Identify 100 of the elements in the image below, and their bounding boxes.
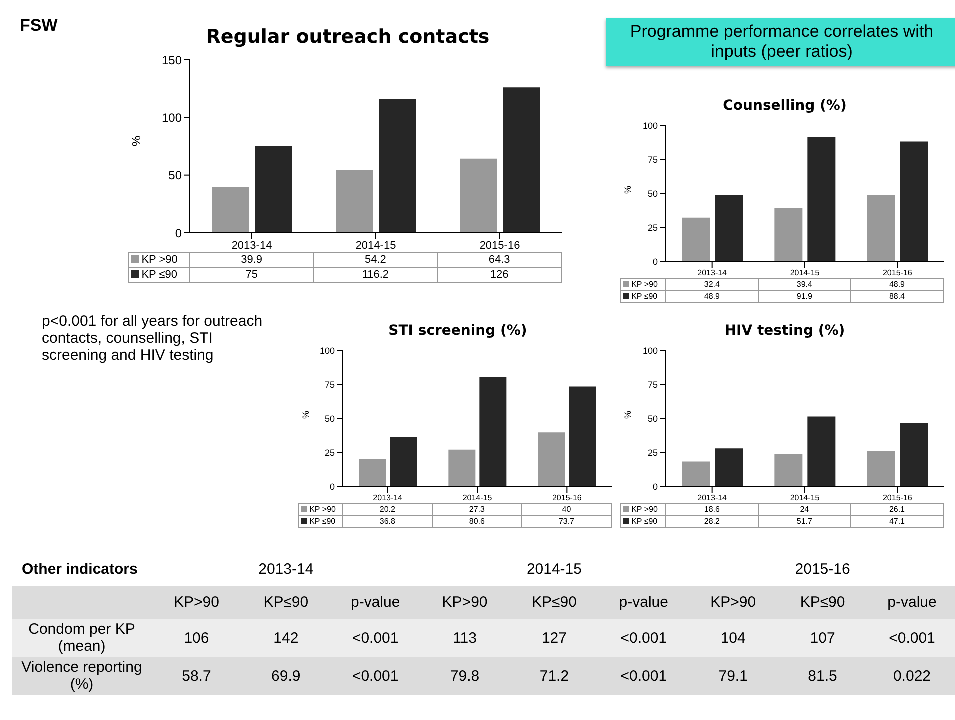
y-tick-label: 75: [648, 155, 658, 166]
text: 142: [274, 630, 299, 646]
legend-label: KP ≤90: [298, 516, 343, 528]
y-tick-label: 25: [648, 448, 658, 458]
x-tick-label: 2013-14: [232, 240, 272, 252]
bar: [808, 137, 836, 262]
x-tick-label: 2013-14: [373, 494, 404, 503]
text: <0.001: [352, 668, 399, 684]
x-tick-label: 2013-14: [698, 494, 728, 503]
x-tick-label: 2013-14: [698, 268, 728, 278]
text: Programme performance correlates with inputs (peer ratios): [606, 18, 955, 66]
bar: [715, 448, 743, 487]
y-tick-label: 100: [642, 121, 658, 132]
y-axis-title: %: [623, 186, 634, 194]
data-label: 26.1: [850, 504, 944, 516]
y-tick-label: 150: [162, 53, 182, 68]
x-tick-label: 2015-16: [882, 494, 913, 503]
y-tick-label: 100: [162, 110, 182, 125]
bar: [460, 158, 497, 233]
text: <0.001: [889, 630, 936, 646]
data-label: 20.2: [342, 504, 432, 516]
legend-label: KP ≤90: [620, 516, 666, 528]
y-tick-label: 75: [324, 380, 335, 390]
bar: [900, 422, 928, 487]
data-label: 28.2: [666, 516, 758, 528]
y-axis-title: %: [129, 136, 144, 146]
data-label: 39.4: [758, 278, 851, 290]
data-label: 18.6: [666, 504, 758, 516]
bar: [682, 462, 710, 487]
bar: [682, 218, 710, 262]
y-axis-title: %: [623, 410, 634, 419]
bar: [774, 454, 803, 487]
y-tick-label: 50: [648, 189, 658, 200]
bar: [379, 98, 416, 233]
bar: [808, 416, 836, 487]
y-tick-label: 25: [648, 223, 658, 234]
category-label: KP≤90: [262, 593, 310, 613]
text: 79.1: [718, 668, 748, 684]
text: Other indicators: [21, 560, 139, 580]
bar: [774, 208, 803, 262]
x-tick-label: 2015-16: [882, 268, 913, 278]
text: <0.001: [352, 630, 399, 646]
data-label: 51.7: [758, 516, 851, 528]
chart-title: Regular outreach contacts: [205, 26, 491, 48]
text: FSW: [20, 16, 58, 36]
data-label: 27.3: [432, 504, 522, 516]
category-label: KP≤90: [531, 593, 578, 613]
bar: [448, 450, 476, 487]
data-label: 48.9: [850, 278, 944, 290]
y-tick-label: 0: [175, 226, 182, 240]
data-label: 54.2: [314, 252, 438, 268]
text: 2015-16: [794, 560, 852, 580]
bar: [255, 146, 292, 233]
y-tick-label: 100: [642, 346, 658, 356]
text: 79.8: [450, 668, 480, 684]
y-tick-label: 0: [652, 257, 658, 268]
text: 0.022: [893, 668, 932, 684]
y-tick-label: 75: [648, 380, 658, 390]
text: 127: [542, 630, 567, 646]
text: 58.7: [182, 668, 212, 684]
bar: [900, 142, 928, 262]
bar: [336, 170, 373, 233]
category-label: Violence reporting (%): [22, 659, 142, 693]
text: 81.5: [808, 668, 838, 684]
x-tick-label: 2014-15: [790, 494, 820, 503]
data-label: 39.9: [190, 252, 314, 268]
text: 71.2: [540, 668, 570, 684]
data-label: 116.2: [314, 268, 438, 282]
text: <0.001: [620, 668, 668, 684]
y-tick-label: 100: [320, 346, 335, 356]
y-tick-label: 50: [168, 168, 182, 183]
text: p<0.001 for all years for outreach contacts, counselling, STI screening and HIV testing: [42, 313, 264, 364]
y-tick-label: 50: [648, 414, 658, 424]
legend-label: KP >90: [128, 252, 190, 268]
data-label: 126: [438, 268, 562, 282]
data-label: 40: [522, 504, 612, 516]
text: <0.001: [620, 630, 668, 646]
legend-label: KP ≤90: [620, 290, 666, 302]
category-label: p-value: [886, 593, 938, 613]
x-tick-label: 2014-15: [462, 494, 493, 503]
bar: [503, 88, 540, 233]
data-label: 80.6: [432, 516, 522, 528]
x-tick-label: 2014-15: [790, 268, 820, 278]
text: 113: [453, 630, 477, 646]
chart-title: HIV testing (%): [724, 323, 846, 339]
bar: [867, 195, 896, 262]
text: 2013-14: [258, 560, 315, 580]
y-tick-label: 50: [324, 414, 335, 424]
data-label: 88.4: [850, 290, 944, 302]
data-label: 36.8: [342, 516, 432, 528]
data-label: 47.1: [850, 516, 944, 528]
text: 104: [720, 630, 746, 646]
category-label: KP>90: [710, 593, 758, 613]
bar: [480, 377, 507, 487]
data-label: 32.4: [666, 278, 758, 290]
bar: [212, 186, 249, 233]
bar: [867, 452, 896, 487]
category-label: p-value: [350, 593, 402, 613]
chart-title: Counselling (%): [722, 98, 848, 114]
x-tick-label: 2014-15: [356, 240, 396, 252]
